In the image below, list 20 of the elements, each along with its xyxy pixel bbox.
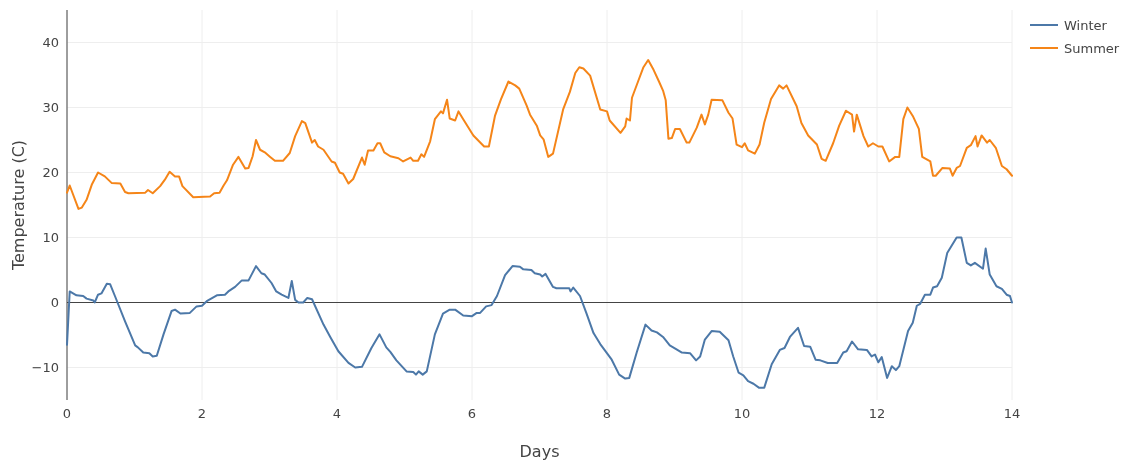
x-axis-title: Days: [519, 442, 560, 461]
y-tick-label: 0: [50, 295, 59, 311]
x-tick-label: 6: [467, 406, 477, 421]
x-tick-label: 2: [197, 406, 207, 421]
y-tick-label: −10: [31, 360, 59, 376]
x-tick-label: 10: [733, 406, 751, 421]
y-tick-label: 30: [42, 100, 59, 116]
y-tick-label: 10: [42, 230, 59, 246]
y-tick-label: 20: [42, 165, 59, 181]
line-series: [66, 236, 1013, 389]
x-tick-label: 14: [1003, 406, 1021, 421]
line-series: [66, 59, 1013, 210]
x-tick-label: 0: [62, 406, 72, 421]
x-tick-label: 4: [332, 406, 342, 421]
y-axis-title: Temperature (C): [9, 139, 28, 272]
legend-label: Summer: [1064, 40, 1120, 56]
x-tick-label: 8: [602, 406, 612, 421]
y-tick-label: 40: [42, 35, 59, 51]
x-tick-label: 12: [868, 406, 886, 421]
legend-label: Winter: [1064, 17, 1108, 33]
